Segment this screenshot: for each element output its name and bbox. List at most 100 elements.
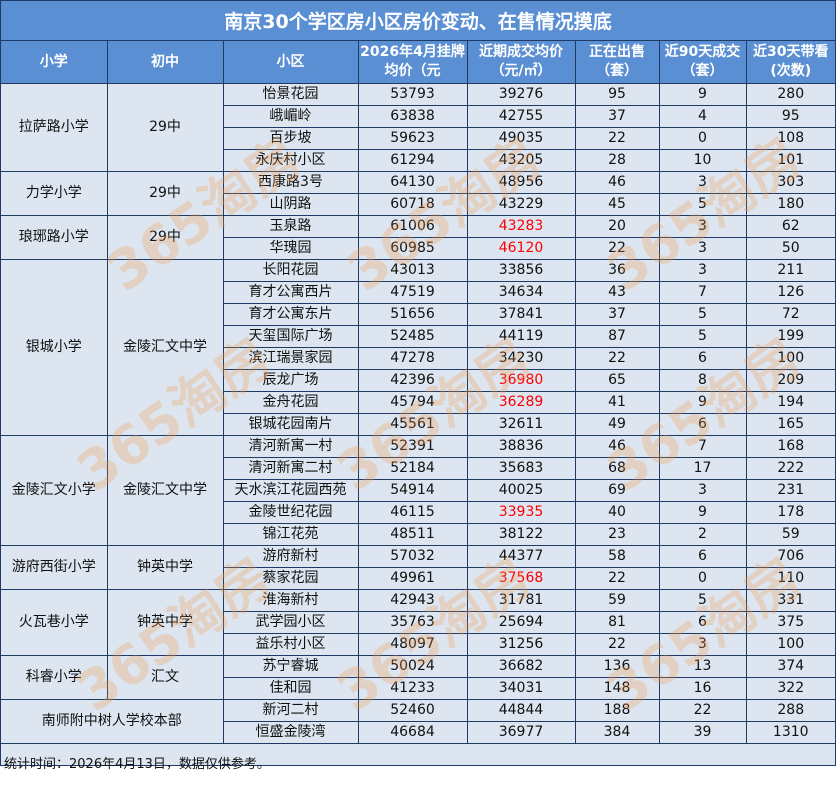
listing-price-cell: 61294: [357, 149, 468, 172]
views-30-cell: 194: [745, 391, 835, 414]
community-cell: 滨江瑞景家园: [222, 347, 359, 370]
table-row: 永庆村小区 61294 43205 28 10 101: [1, 149, 835, 172]
listing-price-cell: 43013: [357, 259, 468, 282]
deal-price-cell: 42755: [466, 105, 576, 128]
deal-price-cell: 36980: [466, 369, 576, 392]
deal-price-cell: 33935: [466, 501, 576, 524]
on-sale-cell: 23: [574, 523, 660, 546]
views-30-cell: 110: [745, 567, 835, 590]
listing-price-cell: 45794: [357, 391, 468, 414]
on-sale-cell: 69: [574, 479, 660, 502]
header-community: 小区: [222, 41, 359, 84]
listing-price-cell: 59623: [357, 127, 468, 150]
listing-price-cell: 60985: [357, 237, 468, 260]
deal-price-cell: 38836: [466, 435, 576, 458]
views-30-cell: 288: [745, 699, 835, 722]
primary-school-cell: 科睿小学: [1, 655, 108, 700]
header-listing-price: 2026年4月挂牌均价（元: [357, 41, 468, 84]
on-sale-cell: 41: [574, 391, 660, 414]
header-sold-90: 近90天成交（套）: [658, 41, 747, 84]
table-row: 银城小学 金陵汇文中学 长阳花园 43013 33856 36 3 211: [1, 259, 835, 436]
on-sale-cell: 37: [574, 105, 660, 128]
community-cell: 恒盛金陵湾: [222, 721, 359, 744]
community-cell: 百步坡: [222, 127, 359, 150]
deal-price-cell: 34230: [466, 347, 576, 370]
on-sale-cell: 65: [574, 369, 660, 392]
table-row: 滨江瑞景家园 47278 34230 22 6 100: [1, 347, 835, 370]
community-cell: 育才公寓西片: [222, 281, 359, 304]
sold-90-cell: 39: [658, 721, 747, 744]
deal-price-cell: 49035: [466, 127, 576, 150]
table-row: 火瓦巷小学 钟英中学 淮海新村 42943 31781 59 5 331: [1, 589, 835, 656]
middle-school-cell: 29中: [106, 215, 224, 260]
views-30-cell: 199: [745, 325, 835, 348]
views-30-cell: 303: [745, 171, 835, 194]
deal-price-cell: 25694: [466, 611, 576, 634]
on-sale-cell: 45: [574, 193, 660, 216]
listing-price-cell: 52184: [357, 457, 468, 480]
table-row: 力学小学 29中 西康路3号 64130 48956 46 3 303: [1, 171, 835, 216]
deal-price-cell: 35683: [466, 457, 576, 480]
deal-price-cell: 37841: [466, 303, 576, 326]
deal-price-cell: 44119: [466, 325, 576, 348]
on-sale-cell: 148: [574, 677, 660, 700]
data-table: 小学 初中 小区 2026年4月挂牌均价（元 近期成交均价（元/㎡） 正在出售（…: [1, 41, 835, 744]
sold-90-cell: 6: [658, 545, 747, 568]
on-sale-cell: 87: [574, 325, 660, 348]
listing-price-cell: 42396: [357, 369, 468, 392]
sold-90-cell: 9: [658, 83, 747, 106]
community-cell: 育才公寓东片: [222, 303, 359, 326]
deal-price-cell: 31256: [466, 633, 576, 656]
table-row: 天水滨江花园西苑 54914 40025 69 3 231: [1, 479, 835, 502]
on-sale-cell: 37: [574, 303, 660, 326]
sold-90-cell: 3: [658, 633, 747, 656]
deal-price-cell: 46120: [466, 237, 576, 260]
sold-90-cell: 8: [658, 369, 747, 392]
views-30-cell: 50: [745, 237, 835, 260]
deal-price-cell: 34031: [466, 677, 576, 700]
listing-price-cell: 42943: [357, 589, 468, 612]
community-cell: 金舟花园: [222, 391, 359, 414]
sold-90-cell: 5: [658, 325, 747, 348]
community-cell: 山阴路: [222, 193, 359, 216]
community-cell: 辰龙广场: [222, 369, 359, 392]
table-row: 峨嵋岭 63838 42755 37 4 95: [1, 105, 835, 128]
table-row: 银城花园南片 45561 32611 49 6 165: [1, 413, 835, 436]
deal-price-cell: 31781: [466, 589, 576, 612]
views-30-cell: 165: [745, 413, 835, 436]
deal-price-cell: 36289: [466, 391, 576, 414]
sold-90-cell: 17: [658, 457, 747, 480]
views-30-cell: 322: [745, 677, 835, 700]
community-cell: 银城花园南片: [222, 413, 359, 436]
listing-price-cell: 54914: [357, 479, 468, 502]
views-30-cell: 331: [745, 589, 835, 612]
views-30-cell: 211: [745, 259, 835, 282]
on-sale-cell: 43: [574, 281, 660, 304]
views-30-cell: 231: [745, 479, 835, 502]
sold-90-cell: 5: [658, 193, 747, 216]
community-cell: 益乐村小区: [222, 633, 359, 656]
on-sale-cell: 188: [574, 699, 660, 722]
table-row: 佳和园 41233 34031 148 16 322: [1, 677, 835, 700]
community-cell: 西康路3号: [222, 171, 359, 194]
sold-90-cell: 22: [658, 699, 747, 722]
listing-price-cell: 35763: [357, 611, 468, 634]
on-sale-cell: 20: [574, 215, 660, 238]
middle-school-cell: 汇文: [106, 655, 224, 700]
on-sale-cell: 36: [574, 259, 660, 282]
table-row: 蔡家花园 49961 37568 22 0 110: [1, 567, 835, 590]
middle-school-cell: 钟英中学: [106, 589, 224, 656]
views-30-cell: 59: [745, 523, 835, 546]
header-on-sale: 正在出售（套）: [574, 41, 660, 84]
table-row: 金舟花园 45794 36289 41 9 194: [1, 391, 835, 414]
primary-school-cell: 南师附中树人学校本部: [1, 699, 224, 744]
views-30-cell: 168: [745, 435, 835, 458]
table-row: 育才公寓东片 51656 37841 37 5 72: [1, 303, 835, 326]
table-row: 游府西街小学 钟英中学 游府新村 57032 44377 58 6 706: [1, 545, 835, 590]
sold-90-cell: 3: [658, 215, 747, 238]
on-sale-cell: 46: [574, 171, 660, 194]
listing-price-cell: 52391: [357, 435, 468, 458]
views-30-cell: 209: [745, 369, 835, 392]
community-cell: 怡景花园: [222, 83, 359, 106]
